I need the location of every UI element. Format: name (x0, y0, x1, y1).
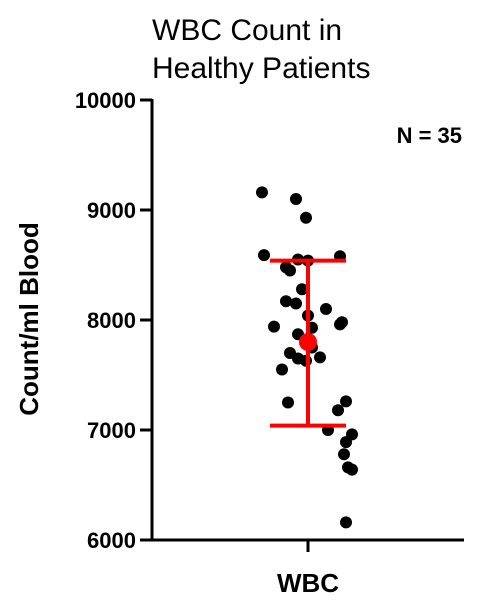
chart-title-line-1: WBC Count in (152, 14, 342, 47)
data-point (280, 295, 292, 308)
chart-title-line-2: Healthy Patients (152, 52, 370, 85)
data-point (296, 283, 308, 296)
data-point (332, 404, 344, 417)
data-point (340, 436, 352, 449)
data-point (258, 249, 270, 262)
data-point (340, 516, 352, 529)
data-point (256, 186, 268, 199)
y-axis-ticks: 6000 7000 8000 9000 10000 (75, 88, 152, 553)
data-point (276, 363, 288, 376)
y-tick-label-10000: 10000 (75, 88, 136, 113)
y-tick-label-7000: 7000 (87, 418, 136, 443)
data-point (290, 193, 302, 205)
data-point (284, 264, 296, 277)
data-point (282, 396, 294, 409)
data-point (300, 211, 312, 224)
y-tick-label-8000: 8000 (87, 308, 136, 333)
data-point (338, 448, 350, 461)
data-point (314, 351, 326, 364)
data-point (340, 395, 352, 408)
data-point (320, 303, 332, 315)
data-points (256, 186, 358, 529)
y-tick-label-9000: 9000 (87, 198, 136, 223)
data-point (290, 297, 302, 310)
y-axis-label: Count/ml Blood (14, 222, 44, 416)
y-tick-label-6000: 6000 (87, 528, 136, 553)
data-point (334, 318, 346, 331)
mean-marker (299, 333, 317, 351)
sample-size-annotation: N = 35 (397, 123, 462, 148)
data-point (346, 463, 358, 476)
data-point (268, 320, 280, 333)
mean-and-error-bar (270, 258, 346, 428)
x-category-label-wbc: WBC (277, 568, 339, 598)
